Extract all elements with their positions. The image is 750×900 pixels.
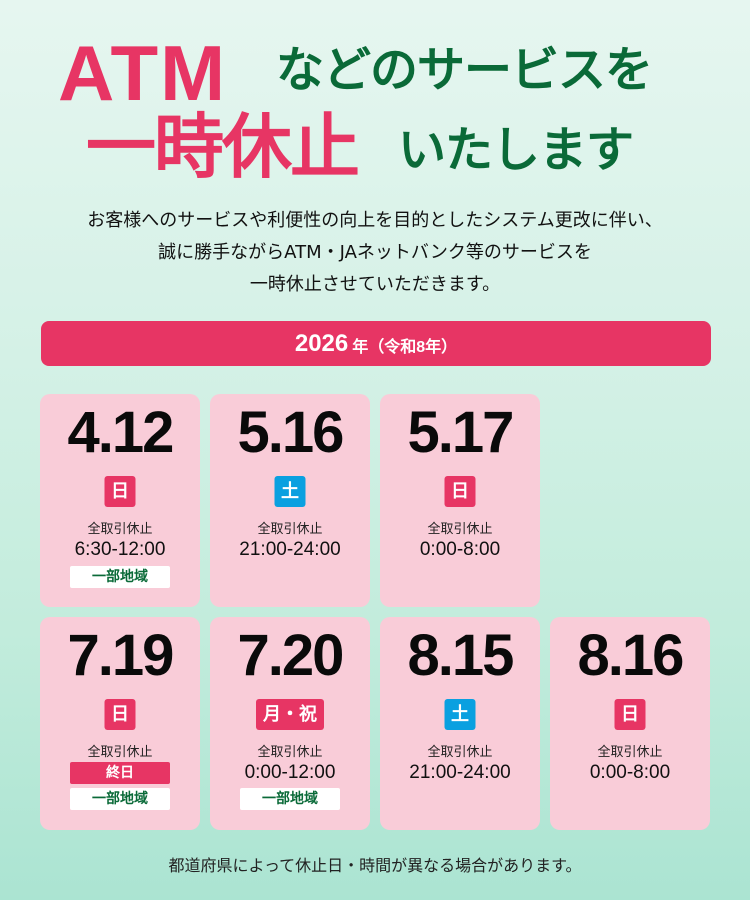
card-date: 5.16: [237, 400, 345, 465]
schedule-card-0719: 7.19 日 全取引休止 終日 一部地域: [40, 617, 200, 830]
intro-line: 一時休止させていただきます。: [249, 274, 501, 295]
all-day-badge: 終日: [70, 762, 170, 784]
card-label: 全取引休止: [87, 745, 153, 760]
card-date: 8.15: [407, 623, 515, 688]
card-date: 7.20: [237, 623, 345, 688]
card-time: 6:30-12:00: [74, 539, 166, 560]
card-time: 0:00-8:00: [419, 539, 501, 560]
card-label: 全取引休止: [87, 522, 153, 537]
year-banner: 2026 年（令和8年）: [41, 321, 711, 366]
card-date: 4.12: [67, 400, 175, 465]
schedule-card-0517: 5.17 日 全取引休止 0:00-8:00: [380, 394, 540, 607]
schedule-card-0720: 7.20 月・祝 全取引休止 0:00-12:00 一部地域: [210, 617, 370, 830]
region-badge: 一部地域: [70, 566, 170, 588]
day-badge-sunday: 日: [614, 699, 646, 730]
day-badge-saturday: 土: [274, 476, 306, 507]
card-date: 5.17: [407, 400, 515, 465]
card-time: 0:00-8:00: [589, 762, 671, 783]
region-badge: 一部地域: [70, 788, 170, 810]
card-date: 7.19: [67, 623, 175, 688]
card-label: 全取引休止: [257, 745, 323, 760]
card-label: 全取引休止: [427, 522, 493, 537]
day-badge-holiday: 月・祝: [256, 699, 324, 730]
headline-atm: ATM: [58, 29, 228, 117]
day-badge-sunday: 日: [104, 699, 136, 730]
day-badge-sunday: 日: [444, 476, 476, 507]
card-time: 21:00-24:00: [239, 539, 341, 560]
schedule-card-0412: 4.12 日 全取引休止 6:30-12:00 一部地域: [40, 394, 200, 607]
schedule-card-0815: 8.15 土 全取引休止 21:00-24:00: [380, 617, 540, 830]
card-label: 全取引休止: [597, 745, 663, 760]
headline-suspension: 一時休止: [86, 108, 360, 186]
headline-will-do: いたします: [398, 122, 634, 178]
intro-line: 誠に勝手ながらATM・JAネットバンク等のサービスを: [158, 242, 592, 263]
card-time: 21:00-24:00: [409, 762, 511, 783]
footnote: 都道府県によって休止日・時間が異なる場合があります。: [168, 856, 582, 875]
day-badge-sunday: 日: [104, 476, 136, 507]
region-badge: 一部地域: [240, 788, 340, 810]
headline-line-1: ATM などのサービスを: [0, 29, 750, 117]
headline-line-2: 一時休止 いたします: [0, 108, 750, 188]
headline-services: などのサービスを: [276, 42, 653, 98]
card-time: 0:00-12:00: [244, 762, 336, 783]
year-number: 2026: [294, 329, 349, 357]
year-era: 年（令和8年）: [352, 339, 458, 356]
card-label: 全取引休止: [427, 745, 493, 760]
schedule-card-0516: 5.16 土 全取引休止 21:00-24:00: [210, 394, 370, 607]
card-label: 全取引休止: [257, 522, 323, 537]
day-badge-saturday: 土: [444, 699, 476, 730]
intro-text: お客様へのサービスや利便性の向上を目的としたシステム更改に伴い、 誠に勝手ながら…: [40, 205, 710, 301]
schedule-card-0816: 8.16 日 全取引休止 0:00-8:00: [550, 617, 710, 830]
intro-line: お客様へのサービスや利便性の向上を目的としたシステム更改に伴い、: [87, 210, 663, 231]
card-date: 8.16: [577, 623, 685, 688]
